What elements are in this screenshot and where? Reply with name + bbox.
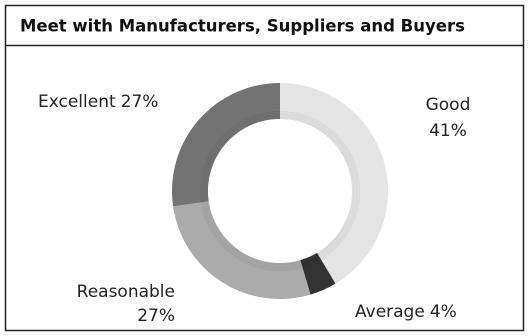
donut-segment [280, 83, 388, 284]
slice-value-label: 27% [137, 306, 175, 326]
donut [172, 83, 388, 299]
donut-segment [172, 83, 280, 207]
slice-value-label: 27% [121, 92, 159, 112]
inner-shade [203, 114, 357, 268]
inner-shade [204, 115, 356, 267]
slice-value-label: 41% [429, 121, 467, 141]
slice-value-label: 4% [430, 302, 457, 322]
slice-label: Reasonable [77, 282, 175, 302]
donut-segment [173, 201, 311, 299]
inner-shade [200, 111, 360, 271]
inner-shade [201, 112, 359, 270]
chart-title: Meet with Manufacturers, Suppliers and B… [20, 17, 465, 36]
slice-label: Excellent [38, 92, 116, 112]
donut-hole [208, 119, 352, 263]
inner-shade [206, 117, 354, 265]
slice-label: Average [355, 302, 425, 322]
donut-segment [300, 252, 336, 295]
slice-label: Good [426, 95, 471, 115]
